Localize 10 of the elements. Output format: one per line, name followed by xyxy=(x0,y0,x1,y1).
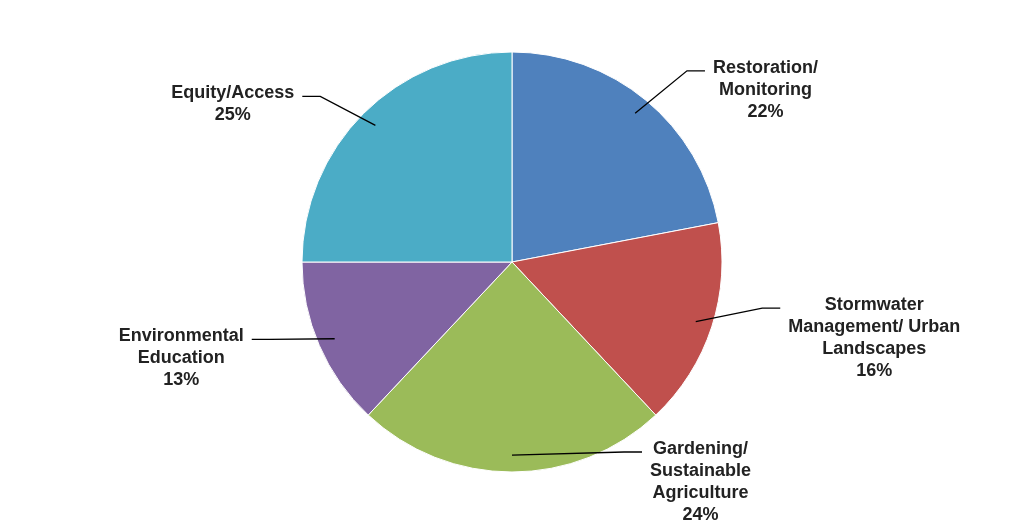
slice-label: Restoration/ Monitoring xyxy=(712,56,818,99)
data-label: 22% xyxy=(747,100,784,121)
data-label: 25% xyxy=(214,104,251,125)
slice-label: Gardening/ Sustainable Agriculture xyxy=(650,438,752,502)
data-label: 24% xyxy=(682,504,719,524)
slice-label: Stormwater Management/ Urban Landscapes xyxy=(788,294,961,359)
data-label: 13% xyxy=(163,369,200,390)
slice-label: Environmental Education xyxy=(118,325,244,368)
slice-label: Equity/Access xyxy=(171,82,295,103)
data-label: 16% xyxy=(856,360,893,381)
